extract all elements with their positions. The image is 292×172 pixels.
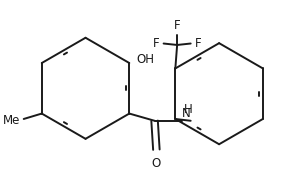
Text: OH: OH: [137, 53, 154, 66]
Text: H: H: [184, 103, 193, 116]
Text: N: N: [182, 107, 191, 120]
Text: Me: Me: [3, 114, 20, 127]
Text: F: F: [195, 37, 202, 50]
Text: F: F: [174, 19, 180, 32]
Text: O: O: [152, 157, 161, 170]
Text: F: F: [152, 37, 159, 50]
